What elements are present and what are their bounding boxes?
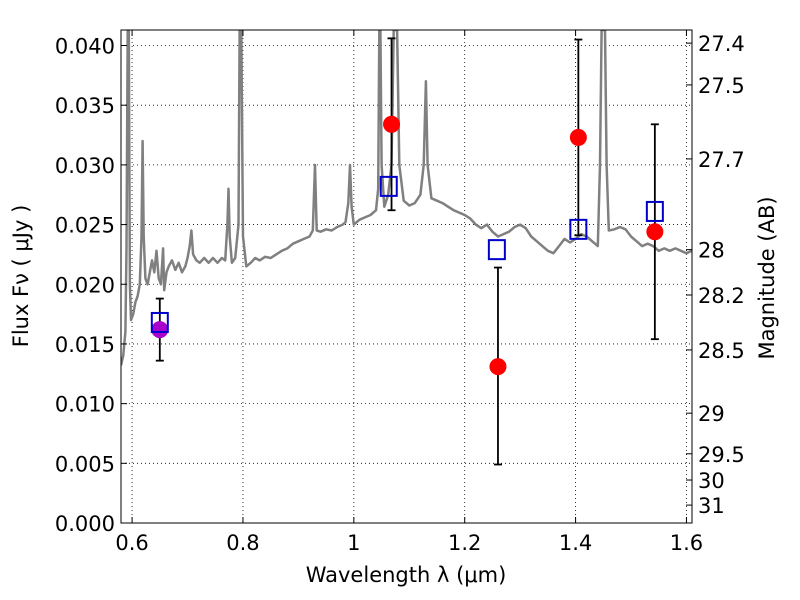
y2-tick-label: 31 xyxy=(698,494,725,518)
x-tick-label: 0.8 xyxy=(226,531,259,555)
model-square xyxy=(569,218,588,240)
y-tick-label: 0.025 xyxy=(55,214,115,238)
flux-point xyxy=(569,128,587,146)
x-axis-title: Wavelength λ (μm) xyxy=(306,563,507,587)
model-square xyxy=(487,239,506,261)
spectrum-line xyxy=(121,30,692,366)
model-square xyxy=(150,311,169,333)
y-tick-label: 0.005 xyxy=(55,452,115,476)
y-axis-title: Flux Fν ( μJy ) xyxy=(9,205,33,348)
x-tick-label: 1.2 xyxy=(448,531,481,555)
y2-tick-label: 30 xyxy=(698,469,725,493)
y2-tick-label: 28.2 xyxy=(698,284,745,308)
y-tick-label: 0.020 xyxy=(55,273,115,297)
x-tick-label: 1 xyxy=(347,531,360,555)
y-tick-label: 0.000 xyxy=(55,512,115,536)
model-square xyxy=(645,200,664,222)
model-square xyxy=(379,175,398,197)
y2-tick-label: 29.5 xyxy=(698,443,745,467)
y2-tick-label: 27.4 xyxy=(698,32,745,56)
x-tick-label: 0.6 xyxy=(115,531,148,555)
y-tick-label: 0.035 xyxy=(55,94,115,118)
x-axis-ticks: 0.6 0.8 1 1.2 1.4 1.6 xyxy=(115,30,703,555)
measured-flux-points xyxy=(151,115,664,376)
spectrum-line-series xyxy=(121,30,692,366)
y2-tick-label: 27.5 xyxy=(698,74,745,98)
y-tick-label: 0.030 xyxy=(55,154,115,178)
model-flux-squares xyxy=(150,175,664,333)
y2-tick-label: 29 xyxy=(698,402,725,426)
flux-point xyxy=(489,358,507,376)
y-tick-label: 0.015 xyxy=(55,333,115,357)
x-tick-label: 1.6 xyxy=(670,531,703,555)
y2-axis-title: Magnitude (AB) xyxy=(755,196,779,359)
plot-frame xyxy=(120,29,693,524)
y-tick-label: 0.010 xyxy=(55,393,115,417)
y2-tick-label: 27.7 xyxy=(698,148,745,172)
x-tick-label: 1.4 xyxy=(559,531,592,555)
y-tick-label: 0.040 xyxy=(55,35,115,59)
y2-tick-label: 28.5 xyxy=(698,339,745,363)
y-axis-ticks: 0.000 0.005 0.010 0.015 0.020 0.025 0.030 0.035… xyxy=(55,35,127,536)
y2-tick-label: 28 xyxy=(698,239,725,263)
flux-point xyxy=(383,115,401,133)
flux-point xyxy=(151,321,169,339)
flux-point xyxy=(646,223,664,241)
